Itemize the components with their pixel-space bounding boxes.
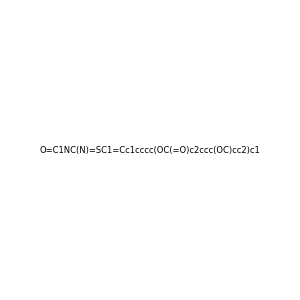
Text: O=C1NC(N)=SC1=Cc1cccc(OC(=O)c2ccc(OC)cc2)c1: O=C1NC(N)=SC1=Cc1cccc(OC(=O)c2ccc(OC)cc2… <box>40 146 260 154</box>
